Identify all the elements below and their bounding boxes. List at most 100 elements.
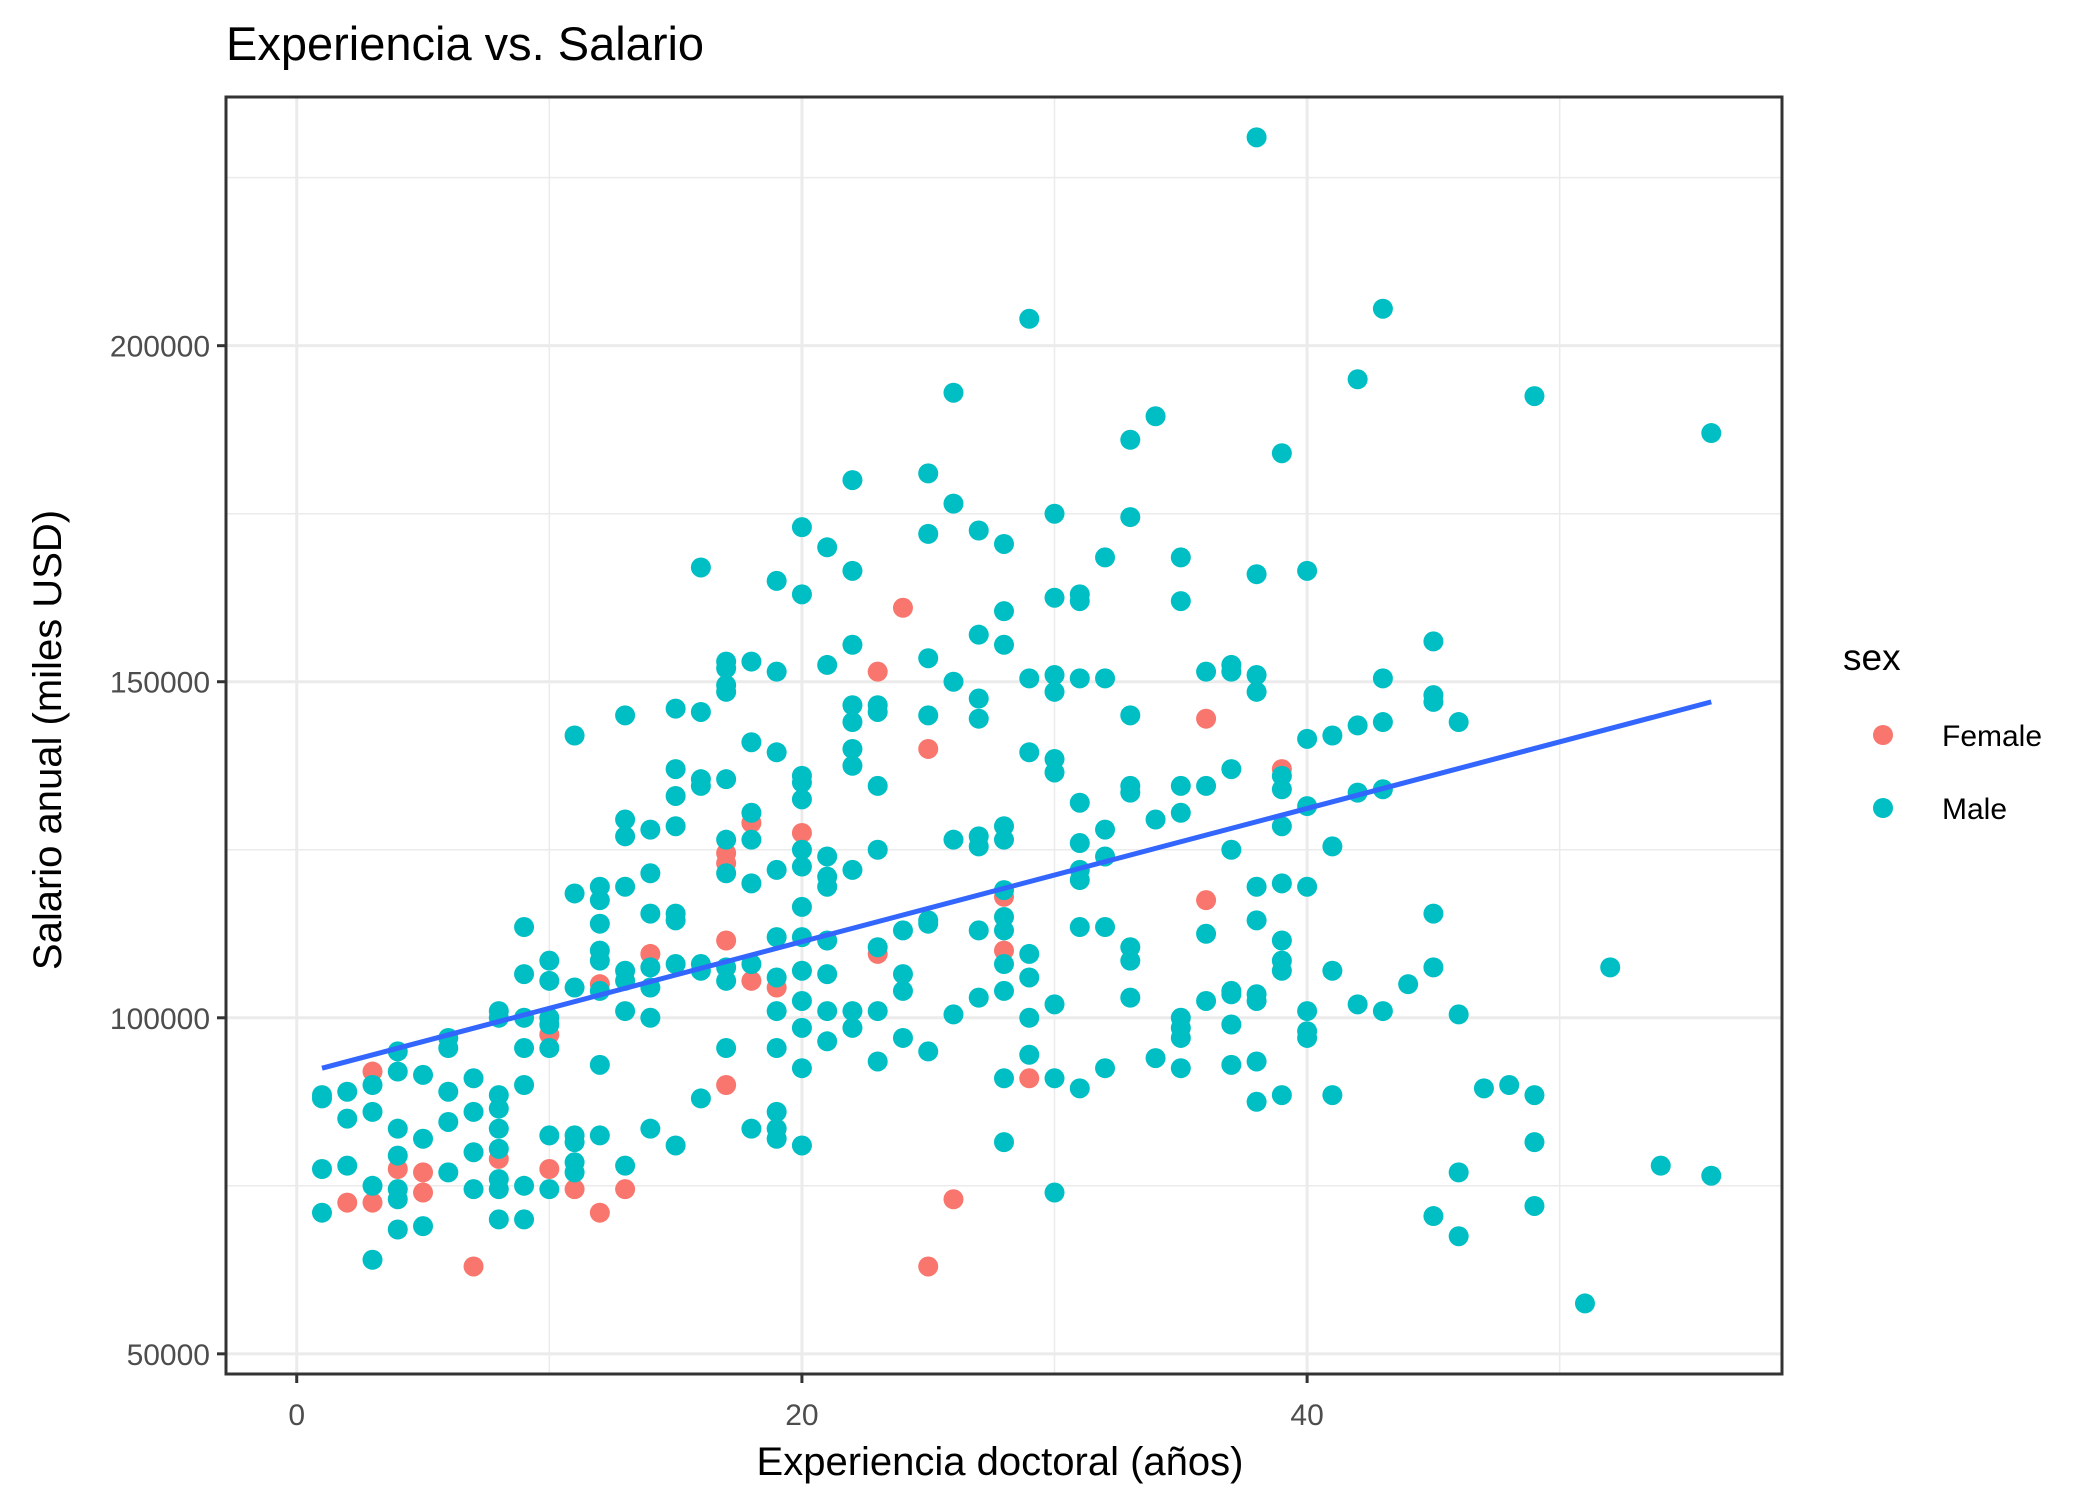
data-point (716, 658, 737, 679)
data-point (968, 987, 989, 1008)
data-point (1499, 1074, 1520, 1095)
data-point (1246, 681, 1267, 702)
data-point (1095, 917, 1116, 938)
data-point (766, 1001, 787, 1022)
data-point (1170, 547, 1191, 568)
data-point (766, 859, 787, 880)
data-point (1019, 943, 1040, 964)
data-point (1271, 930, 1292, 951)
series-male (311, 127, 1722, 1314)
data-point (311, 1159, 332, 1180)
data-point (943, 1189, 964, 1210)
data-point (1170, 775, 1191, 796)
data-point (539, 970, 560, 991)
data-point (968, 520, 989, 541)
data-point (1423, 1206, 1444, 1227)
data-point (766, 661, 787, 682)
data-point (640, 819, 661, 840)
data-point (791, 789, 812, 810)
data-point (1246, 876, 1267, 897)
data-point (1448, 1162, 1469, 1183)
data-point (488, 1209, 509, 1230)
data-point (539, 1038, 560, 1059)
data-point (665, 759, 686, 780)
data-point (1170, 591, 1191, 612)
data-point (1372, 298, 1393, 319)
plot-area (226, 97, 1782, 1374)
data-point (1524, 1085, 1545, 1106)
regression-line (321, 699, 1712, 1071)
data-point (842, 859, 863, 880)
data-point (589, 1125, 610, 1146)
data-point (918, 705, 939, 726)
data-point (918, 463, 939, 484)
data-point (1246, 564, 1267, 585)
data-point (1170, 802, 1191, 823)
data-point (766, 1038, 787, 1059)
data-point (842, 560, 863, 581)
data-point (1069, 833, 1090, 854)
data-point (766, 1101, 787, 1122)
data-point (387, 1219, 408, 1240)
data-point (791, 990, 812, 1011)
data-point (1600, 957, 1621, 978)
data-point (943, 829, 964, 850)
data-point (488, 1179, 509, 1200)
data-point (791, 856, 812, 877)
data-point (1423, 957, 1444, 978)
data-point (892, 980, 913, 1001)
data-point (413, 1128, 434, 1149)
data-point (741, 970, 762, 991)
data-point (994, 954, 1014, 975)
data-point (1095, 668, 1116, 689)
data-point (589, 890, 610, 911)
data-point (918, 523, 939, 544)
data-point (1372, 1001, 1393, 1022)
data-point (1221, 839, 1242, 860)
grid-lines (226, 97, 1782, 1374)
data-point (564, 977, 585, 998)
x-tick-label: 20 (785, 1399, 818, 1432)
data-point (994, 1132, 1014, 1153)
data-point (867, 1001, 888, 1022)
data-point (463, 1179, 484, 1200)
data-point (1019, 742, 1040, 763)
data-point (514, 917, 535, 938)
data-point (918, 1256, 939, 1277)
data-point (1246, 1091, 1267, 1112)
data-point (1120, 705, 1141, 726)
data-point (918, 738, 939, 759)
legend-key (1873, 798, 1893, 818)
data-point (918, 1041, 939, 1062)
data-point (1423, 631, 1444, 652)
data-point (842, 634, 863, 655)
data-point (994, 920, 1014, 941)
data-point (589, 913, 610, 934)
data-point (1246, 665, 1267, 686)
data-point (1044, 994, 1065, 1015)
data-point (539, 1179, 560, 1200)
data-point (387, 1118, 408, 1139)
data-point (311, 1088, 332, 1109)
plot-border (224, 95, 1784, 1376)
data-point (564, 725, 585, 746)
data-point (1145, 406, 1166, 427)
data-point (716, 1038, 737, 1059)
data-point (1448, 1226, 1469, 1247)
data-point (615, 826, 636, 847)
x-tick-label: 0 (288, 1399, 305, 1432)
data-point (362, 1101, 383, 1122)
data-point (994, 533, 1014, 554)
data-point (1196, 890, 1217, 911)
data-point (1196, 990, 1217, 1011)
legend-title: sex (1843, 637, 1901, 678)
data-point (741, 802, 762, 823)
data-point (615, 705, 636, 726)
data-point (387, 1061, 408, 1082)
data-point (564, 1179, 585, 1200)
data-point (1372, 668, 1393, 689)
legend-key (1873, 725, 1893, 745)
data-point (842, 1017, 863, 1038)
data-point (1221, 1054, 1242, 1075)
data-point (842, 695, 863, 716)
